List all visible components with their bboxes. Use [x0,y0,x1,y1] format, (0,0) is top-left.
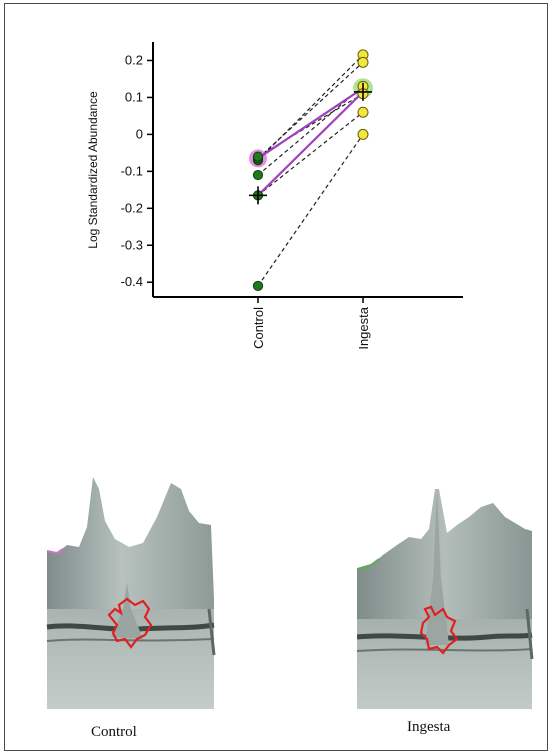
caption-ingesta: Ingesta [407,719,451,735]
control-3d-panel: Control [39,459,224,740]
y-tick-label: 0.2 [125,52,143,67]
control-data-point [252,169,264,181]
control-data-point [252,280,264,292]
series-line [257,93,364,158]
mean-cross-marker [354,82,372,101]
y-tick-label: 0.1 [125,89,143,104]
ingesta-3d-panel: Ingesta [357,459,542,735]
protein-spot-3d-surface-ingesta-icon [357,489,534,709]
highlight-line [257,87,364,160]
control-data-point [252,151,264,162]
caption-control: Control [91,724,137,740]
data-points [249,49,372,292]
y-tick-label: 0 [136,126,143,141]
y-axis-title: Log Standardized Abundance [86,91,100,249]
ingesta-data-point [357,128,369,140]
mean-cross-marker [249,186,267,205]
x-tick-label: Ingesta [356,306,371,349]
y-tick-label: -0.4 [121,274,143,289]
series-line [257,111,364,196]
x-tick-label: Control [251,307,266,349]
mean-layer [249,78,373,197]
ingesta-data-point [357,56,369,68]
y-tick-label: -0.2 [121,200,143,215]
series-lines [257,54,364,287]
y-tick-label: -0.1 [121,163,143,178]
y-tick-label: -0.3 [121,237,143,252]
series-line [257,134,364,287]
abundance-chart: 0.2 0.1 0 -0.1 -0.2 -0.3 -0.4 Control Ingesta Lo… [86,42,463,350]
figure-frame: 0.2 0.1 0 -0.1 -0.2 -0.3 -0.4 Control Ingesta Lo… [4,3,548,751]
mean-line [257,91,364,197]
series-line [257,61,364,159]
protein-spot-3d-surface-control-icon [46,477,216,709]
chart-axes: 0.2 0.1 0 -0.1 -0.2 -0.3 -0.4 Control Ingesta [121,42,463,350]
ingesta-data-point [357,106,369,118]
